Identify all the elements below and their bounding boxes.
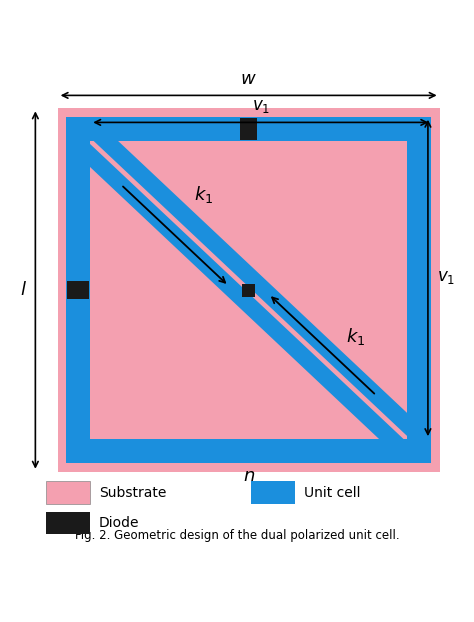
Text: $k_1$: $k_1$ — [346, 326, 365, 346]
Bar — [240, 118, 257, 139]
Text: $v_1$: $v_1$ — [252, 98, 270, 115]
Bar — [66, 117, 431, 463]
Text: $l$: $l$ — [20, 281, 27, 299]
Polygon shape — [92, 127, 420, 437]
Text: $n$: $n$ — [243, 467, 255, 485]
Bar — [91, 141, 407, 439]
Text: Substrate: Substrate — [99, 486, 166, 499]
Bar — [58, 108, 439, 471]
Text: $k_1$: $k_1$ — [194, 184, 213, 205]
Bar — [251, 481, 295, 504]
Text: Diode: Diode — [99, 516, 139, 530]
Text: Unit cell: Unit cell — [303, 486, 360, 499]
Bar — [67, 281, 89, 299]
Bar — [46, 481, 91, 504]
Text: $w$: $w$ — [240, 70, 257, 88]
Bar — [242, 284, 255, 297]
Polygon shape — [77, 142, 405, 453]
Bar — [46, 512, 91, 534]
Text: $v_1$: $v_1$ — [437, 269, 456, 287]
Text: Fig. 2. Geometric design of the dual polarized unit cell.: Fig. 2. Geometric design of the dual pol… — [75, 529, 399, 542]
